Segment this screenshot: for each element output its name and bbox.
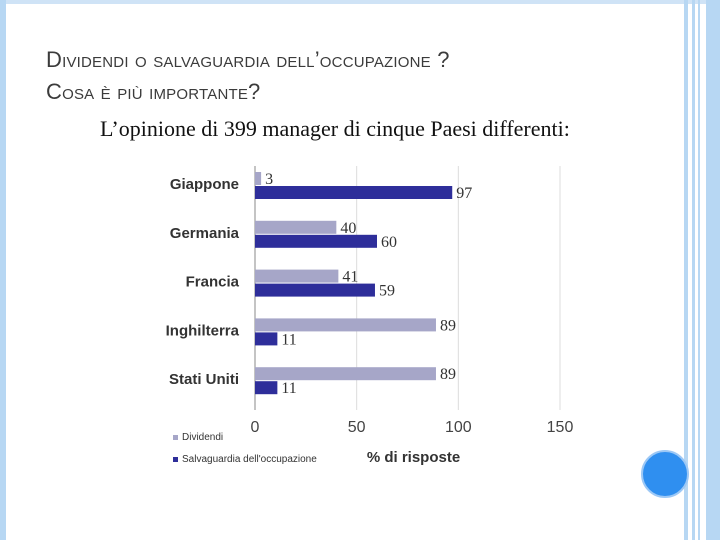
data-label: 97 <box>456 185 472 202</box>
bar-dividendi <box>255 220 337 234</box>
slide-title-line-1: Dividendi o salvaguardia dell’occupazion… <box>46 47 450 72</box>
data-label: 11 <box>281 331 296 348</box>
x-axis-title: % di risposte <box>367 449 460 466</box>
top-border-decoration <box>0 0 720 4</box>
category-label: Inghilterra <box>166 322 240 339</box>
data-label: 41 <box>342 269 358 286</box>
legend-swatch <box>173 457 178 462</box>
category-label: Germania <box>170 225 240 242</box>
bar-dividendi <box>255 172 262 185</box>
bar-dividendi <box>255 269 339 283</box>
bar-salvaguardia <box>255 381 278 395</box>
bar-salvaguardia <box>255 283 375 297</box>
legend-label: Dividendi <box>182 432 223 443</box>
x-tick-label: 100 <box>445 419 472 436</box>
bar-salvaguardia <box>255 234 377 248</box>
left-border-decoration <box>0 0 6 540</box>
x-tick-label: 50 <box>348 419 366 436</box>
data-label: 89 <box>440 366 456 383</box>
right-stripes-decoration <box>684 0 720 540</box>
slide-title-line-2: Cosa è più importante? <box>46 79 261 104</box>
data-label: 60 <box>381 234 397 251</box>
data-label: 40 <box>340 220 356 237</box>
bar-dividendi <box>255 318 436 332</box>
slide-title: Dividendi o salvaguardia dell’occupazion… <box>46 44 666 108</box>
data-label: 89 <box>440 317 456 334</box>
data-label: 59 <box>379 283 395 300</box>
bar-salvaguardia <box>255 332 278 346</box>
bar-salvaguardia <box>255 186 453 199</box>
legend-swatch <box>173 435 178 440</box>
legend-label: Salvaguardia dell'occupazione <box>182 454 317 465</box>
slide-subtitle: L’opinione di 399 manager di cinque Paes… <box>100 116 570 141</box>
chart-container: 0 50 100 150 Giappone 3 97 Germania 40 60 Francia 4… <box>155 160 585 480</box>
bar-dividendi <box>255 367 436 381</box>
category-label: Giappone <box>170 176 239 193</box>
data-label: 3 <box>265 171 273 188</box>
x-tick-label: 0 <box>251 419 260 436</box>
decorative-circle <box>641 450 689 498</box>
data-label: 11 <box>281 380 296 397</box>
bar-chart: 0 50 100 150 Giappone 3 97 Germania 40 60 Francia 4… <box>166 166 574 466</box>
x-tick-label: 150 <box>547 419 574 436</box>
category-label: Stati Uniti <box>169 371 239 388</box>
category-label: Francia <box>186 274 240 291</box>
